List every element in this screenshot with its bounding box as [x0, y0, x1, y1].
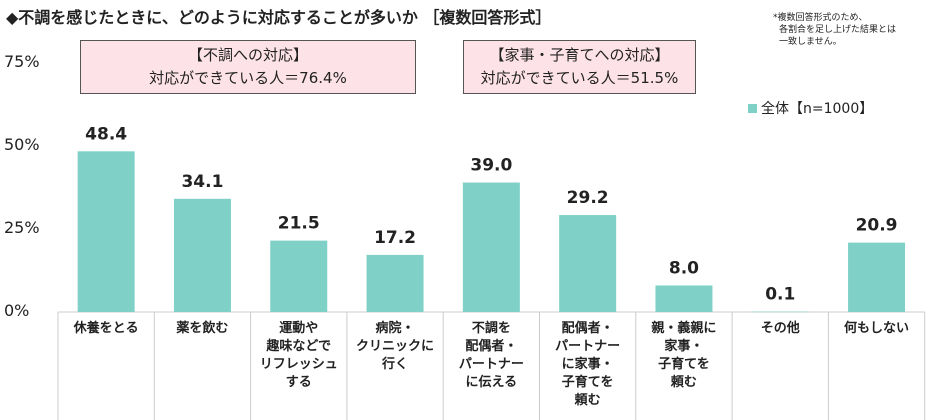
- callout-heading: 【家事・子育てへの対応】: [489, 46, 670, 64]
- category-label-line: 何もしない: [844, 321, 910, 336]
- y-tick-label: 50%: [4, 135, 40, 154]
- category-label-line: 配偶者・: [561, 321, 614, 336]
- y-tick-label: 75%: [4, 52, 40, 71]
- callout-text: 対応ができている人＝51.5%: [480, 69, 679, 87]
- callout-housework: 【家事・子育てへの対応】 対応ができている人＝51.5%: [463, 40, 696, 94]
- category-label: 休養をとる: [58, 320, 154, 338]
- y-tick-label: 25%: [4, 218, 40, 237]
- category-label: その他: [732, 320, 828, 338]
- data-label: 17.2: [374, 228, 416, 248]
- legend: 全体【n=1000】: [748, 98, 873, 118]
- category-label: 何もしない: [829, 320, 925, 338]
- footnote-line: 一致しません。: [779, 37, 842, 47]
- data-label: 29.2: [567, 188, 609, 208]
- category-label: 病院・クリニックに 行く: [347, 320, 443, 374]
- category-label-line: 不調を: [471, 321, 511, 336]
- category-label-line: 病院・: [375, 321, 415, 336]
- bar: [848, 242, 906, 312]
- data-label: 48.4: [85, 124, 127, 144]
- category-label-line: パートナー: [555, 339, 621, 354]
- category-label-line: 家事・: [664, 339, 704, 354]
- bar: [366, 254, 424, 312]
- category-label-line: 頼む: [574, 393, 601, 408]
- category-label-line: リフレッシュ: [259, 357, 338, 372]
- callout-health: 【不調への対応】 対応ができている人＝76.4%: [80, 40, 416, 94]
- category-label-line: 配偶者・: [465, 339, 518, 354]
- bar: [77, 151, 135, 312]
- footnote-line: *複数回答形式のため、: [773, 13, 868, 23]
- category-label-line: 趣味などで: [266, 339, 332, 354]
- bar: [270, 240, 328, 312]
- category-label-line: 頼む: [670, 375, 697, 390]
- callout-heading: 【不調への対応】: [187, 46, 308, 64]
- category-label-line: 親・義親に: [651, 321, 717, 336]
- category-label-line: する: [285, 375, 312, 390]
- category-label-line: 休養をとる: [73, 321, 139, 336]
- callout-text: 対応ができている人＝76.4%: [149, 69, 347, 87]
- category-label: 不調を配偶者・パートナーに伝える: [443, 320, 539, 392]
- y-tick-label: 0%: [4, 301, 30, 320]
- data-label: 34.1: [181, 172, 223, 192]
- category-label-line: 運動や: [279, 321, 319, 336]
- category-label: 親・義親に家事・子育てを頼む: [636, 320, 732, 392]
- category-label-line: クリニックに: [356, 339, 435, 354]
- bar: [462, 182, 520, 312]
- legend-swatch: [748, 104, 757, 113]
- legend-label: 全体【n=1000】: [761, 101, 874, 117]
- data-label: 20.9: [856, 216, 898, 236]
- data-label: 8.0: [669, 258, 699, 278]
- category-label-line: に伝える: [465, 375, 518, 390]
- bar: [173, 198, 231, 312]
- bar: [751, 311, 809, 313]
- category-label-line: 子育てを: [561, 375, 614, 390]
- category-label-line: 子育てを: [658, 357, 710, 372]
- bar: [559, 215, 617, 312]
- category-label: 運動や趣味などでリフレッシュ する: [251, 320, 347, 392]
- chart-title: ◆不調を感じたときに、どのように対応することが多いか ［複数回答形式］: [6, 8, 552, 27]
- category-label: 薬を飲む: [154, 320, 250, 338]
- footnote-line: 各割合を足し上げた結果とは: [779, 25, 897, 35]
- bar: [655, 285, 713, 312]
- data-label: 0.1: [765, 285, 795, 305]
- footnote: *複数回答形式のため、 各割合を足し上げた結果とは 一致しません。: [773, 12, 896, 48]
- data-label: 39.0: [470, 156, 512, 176]
- category-label-line: 行く: [382, 357, 409, 372]
- category-label: 配偶者・パートナーに家事・子育てを頼む: [540, 320, 636, 410]
- category-label-line: パートナー: [458, 357, 524, 372]
- data-label: 21.5: [278, 214, 320, 234]
- category-label-line: に家事・: [561, 357, 614, 372]
- category-label-line: その他: [760, 321, 800, 336]
- category-label-line: 薬を飲む: [176, 321, 229, 336]
